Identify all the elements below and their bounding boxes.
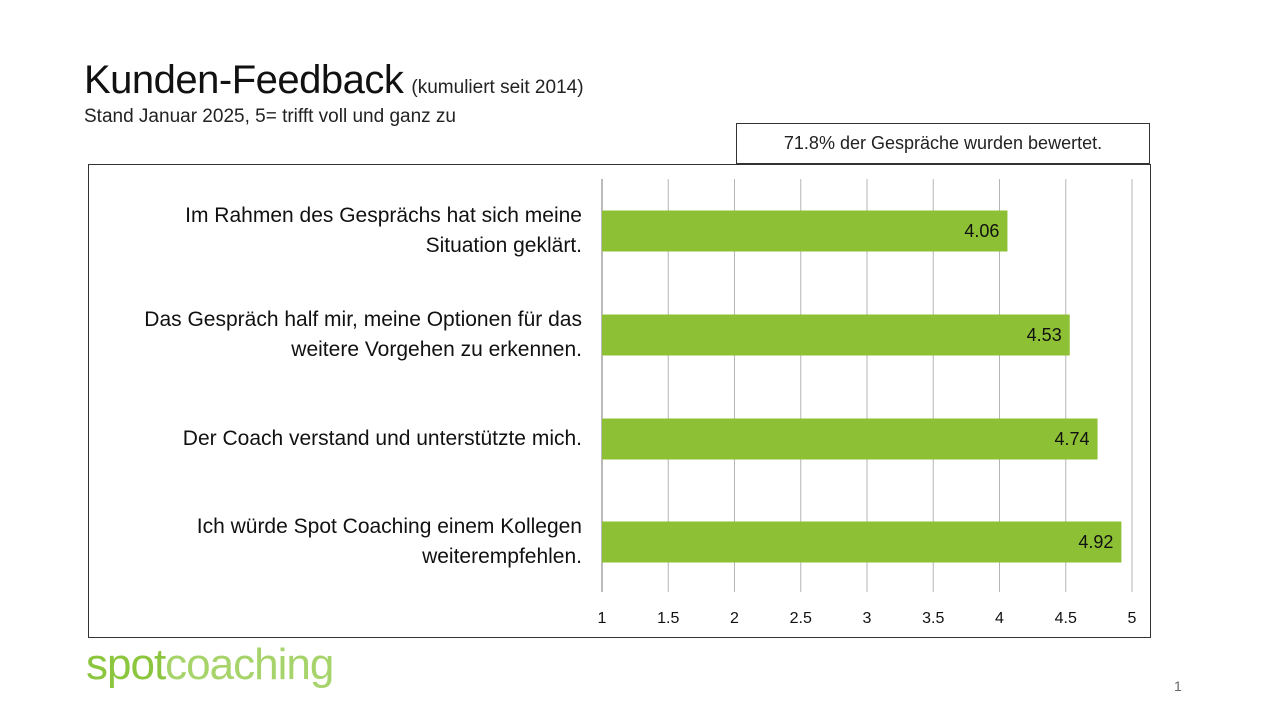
bar — [602, 521, 1122, 563]
bar — [602, 314, 1070, 356]
spotcoaching-logo: spotcoaching — [86, 640, 334, 690]
x-tick-label: 2.5 — [790, 610, 812, 627]
category-label-line: Ich würde Spot Coaching einem Kollegen — [196, 515, 582, 538]
bar — [602, 210, 1008, 252]
x-tick-label: 5 — [1128, 610, 1137, 627]
x-tick-label: 3 — [863, 610, 872, 627]
bar-value-label: 4.92 — [1078, 532, 1113, 552]
rating-note-box: 71.8% der Gespräche wurden bewertet. — [736, 123, 1150, 164]
feedback-bar-chart: 1 1.5 2 2.5 3 3.5 4 4.5 5 4.06 4.53 4.74 4.92 — [598, 179, 1137, 627]
x-tick-label: 4.5 — [1055, 610, 1077, 627]
category-label: Ich würde Spot Coaching einem Kollegen we… — [62, 512, 582, 572]
category-label-line: weiterempfehlen. — [422, 545, 582, 568]
category-label: Der Coach verstand und unterstützte mich… — [62, 424, 582, 454]
category-label-line: Situation geklärt. — [425, 234, 582, 257]
x-tick-label: 2 — [730, 610, 739, 627]
x-tick-label: 3.5 — [922, 610, 944, 627]
title-row: Kunden-Feedback (kumuliert seit 2014) — [84, 58, 584, 103]
category-label-line: Der Coach verstand und unterstützte mich… — [182, 427, 582, 450]
bar-value-label: 4.53 — [1027, 325, 1062, 345]
bar-value-label: 4.74 — [1055, 429, 1090, 449]
bar — [602, 418, 1098, 460]
chart-frame: Im Rahmen des Gesprächs hat sich meine Si… — [88, 164, 1151, 638]
logo-part-spot: spot — [86, 640, 166, 689]
category-label-line: Das Gespräch half mir, meine Optionen fü… — [144, 308, 582, 331]
page-subtitle: Stand Januar 2025, 5= trifft voll und ga… — [84, 106, 456, 127]
category-label: Das Gespräch half mir, meine Optionen fü… — [62, 305, 582, 365]
category-label: Im Rahmen des Gesprächs hat sich meine Si… — [62, 201, 582, 261]
page-title: Kunden-Feedback — [84, 58, 404, 102]
x-tick-label: 4 — [995, 610, 1004, 627]
page-number: 1 — [1174, 678, 1182, 694]
title-note: (kumuliert seit 2014) — [411, 77, 584, 98]
x-tick-label: 1.5 — [657, 610, 679, 627]
x-tick-label: 1 — [598, 610, 607, 627]
logo-part-coaching: coaching — [165, 640, 334, 689]
category-label-line: Im Rahmen des Gesprächs hat sich meine — [185, 204, 582, 227]
category-label-line: weitere Vorgehen zu erkennen. — [291, 338, 582, 361]
rating-note: 71.8% der Gespräche wurden bewertet. — [783, 133, 1103, 153]
bar-value-label: 4.06 — [964, 221, 999, 241]
